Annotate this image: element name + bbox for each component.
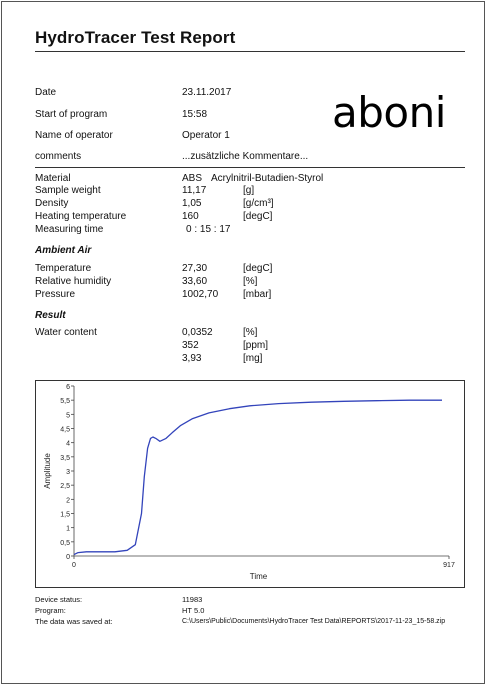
date-label: Date xyxy=(35,87,57,98)
humidity-unit: [%] xyxy=(243,276,258,287)
program-label: Program: xyxy=(35,606,66,615)
material-code: ABS xyxy=(182,173,203,184)
y-tick-label: 5,5 xyxy=(60,398,70,405)
operator-value: Operator 1 xyxy=(182,130,230,141)
density-unit: [g/cm³] xyxy=(243,198,274,209)
water-content-ppm-unit: [ppm] xyxy=(243,340,269,351)
pressure-label: Pressure xyxy=(35,289,76,300)
y-tick-label: 1 xyxy=(66,526,70,533)
program-value: HT 5.0 xyxy=(182,606,205,615)
water-content-percent: 0,0352 xyxy=(182,327,213,338)
y-tick-label: 2 xyxy=(66,497,70,504)
y-tick-label: 2,5 xyxy=(60,483,70,490)
aboni-logo: aboni xyxy=(332,88,446,137)
pressure-value: 1002,70 xyxy=(182,289,219,300)
water-content-percent-unit: [%] xyxy=(243,327,258,338)
measuring-time-value: 0 : 15 : 17 xyxy=(186,224,231,235)
measuring-time-label: Measuring time xyxy=(35,224,104,235)
device-status-value: 11983 xyxy=(182,595,203,604)
y-tick-label: 4 xyxy=(66,441,70,448)
density-label: Density xyxy=(35,198,69,209)
ambient-temp-label: Temperature xyxy=(35,263,92,274)
water-content-mg-unit: [mg] xyxy=(243,353,263,364)
water-content-ppm: 352 xyxy=(182,340,199,351)
start-program-value: 15:58 xyxy=(182,109,208,120)
saved-path-value: C:\Users\Public\Documents\HydroTracer Te… xyxy=(182,618,446,625)
y-tick-label: 0,5 xyxy=(60,540,70,547)
device-status-label: Device status: xyxy=(35,595,83,604)
amplitude-chart-frame: 0 0,5 1 1,5 2 2,5 3 3,5 4 4,5 5 5,5 6 0 917 Time Amplitu… xyxy=(35,380,465,588)
date-value: 23.11.2017 xyxy=(182,87,232,98)
comments-label: comments xyxy=(35,151,82,162)
y-tick-label: 1,5 xyxy=(60,512,70,519)
humidity-value: 33,60 xyxy=(182,276,208,287)
water-content-mg: 3,93 xyxy=(182,353,202,364)
report-title: HydroTracer Test Report xyxy=(35,28,236,47)
material-label: Material xyxy=(35,173,71,184)
pressure-unit: [mbar] xyxy=(243,289,272,300)
heating-temp-unit: [degC] xyxy=(243,211,273,222)
saved-path-label: The data was saved at: xyxy=(35,617,113,626)
sample-weight-unit: [g] xyxy=(243,185,255,196)
y-tick-label: 3,5 xyxy=(60,455,70,462)
y-tick-label: 5 xyxy=(66,412,70,419)
density-value: 1,05 xyxy=(182,198,202,209)
sample-weight-label: Sample weight xyxy=(35,185,101,196)
y-tick-label: 6 xyxy=(66,384,70,391)
amplitude-series-line xyxy=(73,399,442,556)
y-tick-label: 0 xyxy=(66,554,70,561)
heating-temp-label: Heating temperature xyxy=(35,211,127,222)
start-program-label: Start of program xyxy=(35,109,108,120)
amplitude-chart: 0 0,5 1 1,5 2 2,5 3 3,5 4 4,5 5 5,5 6 0 917 Time Amplitu… xyxy=(43,384,455,581)
x-tick-label: 0 xyxy=(72,562,76,569)
heating-temp-value: 160 xyxy=(182,211,199,222)
water-content-label: Water content xyxy=(35,327,97,338)
header-rule xyxy=(35,167,465,168)
sample-weight-value: 11,17 xyxy=(182,185,207,196)
operator-label: Name of operator xyxy=(35,130,113,141)
x-axis-label: Time xyxy=(250,572,268,581)
y-tick-label: 4,5 xyxy=(60,427,70,434)
material-name: Acrylnitril-Butadien-Styrol xyxy=(211,173,324,184)
y-tick-label: 3 xyxy=(66,469,70,476)
comments-value: ...zusätzliche Kommentare... xyxy=(182,151,309,162)
result-heading: Result xyxy=(35,310,66,321)
x-tick-label: 917 xyxy=(443,562,455,569)
humidity-label: Relative humidity xyxy=(35,276,112,287)
title-rule xyxy=(35,51,465,52)
y-axis-label: Amplitude xyxy=(43,453,52,489)
ambient-temp-unit: [degC] xyxy=(243,263,273,274)
ambient-temp-value: 27,30 xyxy=(182,263,208,274)
ambient-heading: Ambient Air xyxy=(35,245,92,256)
